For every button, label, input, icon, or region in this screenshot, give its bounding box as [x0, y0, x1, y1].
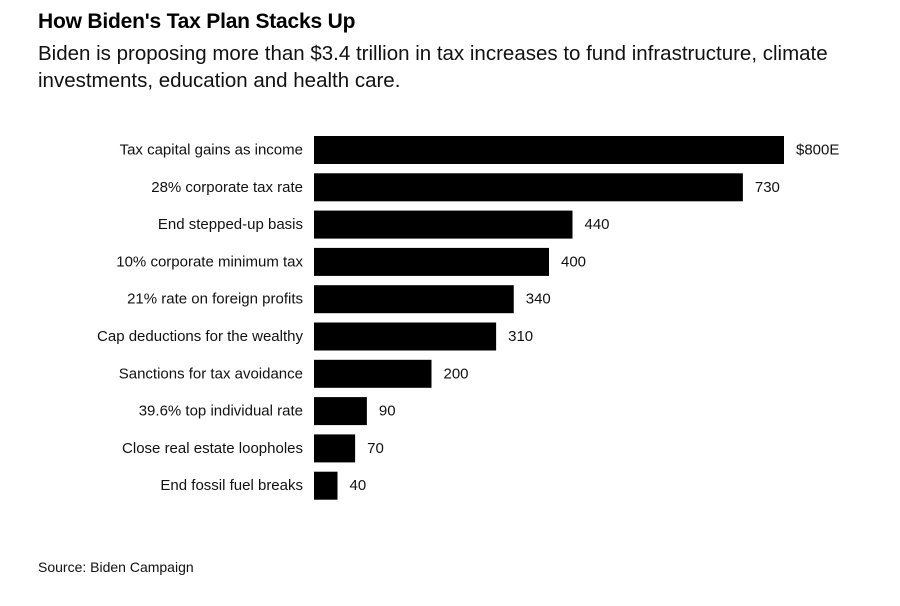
category-label-28-corporate-tax-rate: 28% corporate tax rate	[151, 179, 303, 196]
value-label-10-corporate-minimum-tax: 400	[561, 253, 586, 270]
source-note: Source: Biden Campaign	[38, 559, 194, 575]
bar-cap-deductions-for-the-wealthy	[314, 322, 497, 351]
value-label-close-real-estate-loopholes: 70	[367, 440, 384, 457]
bar-end-stepped-up-basis	[314, 210, 573, 239]
bar-end-fossil-fuel-breaks	[314, 471, 338, 500]
value-label-end-fossil-fuel-breaks: 40	[350, 477, 367, 494]
value-label-sanctions-for-tax-avoidance: 200	[444, 365, 469, 382]
value-label-21-rate-on-foreign-profits: 340	[526, 291, 551, 308]
category-label-10-corporate-minimum-tax: 10% corporate minimum tax	[116, 253, 303, 270]
category-label-cap-deductions-for-the-wealthy: Cap deductions for the wealthy	[97, 328, 303, 345]
category-label-tax-capital-gains-as-income: Tax capital gains as income	[120, 142, 303, 159]
category-label-sanctions-for-tax-avoidance: Sanctions for tax avoidance	[119, 365, 303, 382]
bar-sanctions-for-tax-avoidance	[314, 359, 432, 388]
value-label-tax-capital-gains-as-income: $800E	[796, 142, 839, 159]
bar-10-corporate-minimum-tax	[314, 247, 549, 276]
bar-39-6-top-individual-rate	[314, 397, 367, 426]
chart-subtitle: Biden is proposing more than $3.4 trilli…	[38, 42, 828, 92]
category-label-close-real-estate-loopholes: Close real estate loopholes	[122, 440, 303, 457]
value-label-39-6-top-individual-rate: 90	[379, 403, 396, 420]
value-label-end-stepped-up-basis: 440	[585, 216, 610, 233]
value-label-cap-deductions-for-the-wealthy: 310	[508, 328, 533, 345]
category-label-21-rate-on-foreign-profits: 21% rate on foreign profits	[127, 291, 303, 308]
category-label-39-6-top-individual-rate: 39.6% top individual rate	[139, 403, 303, 420]
category-label-end-stepped-up-basis: End stepped-up basis	[158, 216, 303, 233]
bar-21-rate-on-foreign-profits	[314, 285, 514, 314]
bar-tax-capital-gains-as-income	[314, 136, 784, 164]
bar-28-corporate-tax-rate	[314, 173, 743, 202]
chart-title: How Biden's Tax Plan Stacks Up	[38, 10, 356, 33]
category-label-end-fossil-fuel-breaks: End fossil fuel breaks	[160, 477, 303, 494]
value-label-28-corporate-tax-rate: 730	[755, 179, 780, 196]
bar-close-real-estate-loopholes	[314, 434, 356, 463]
